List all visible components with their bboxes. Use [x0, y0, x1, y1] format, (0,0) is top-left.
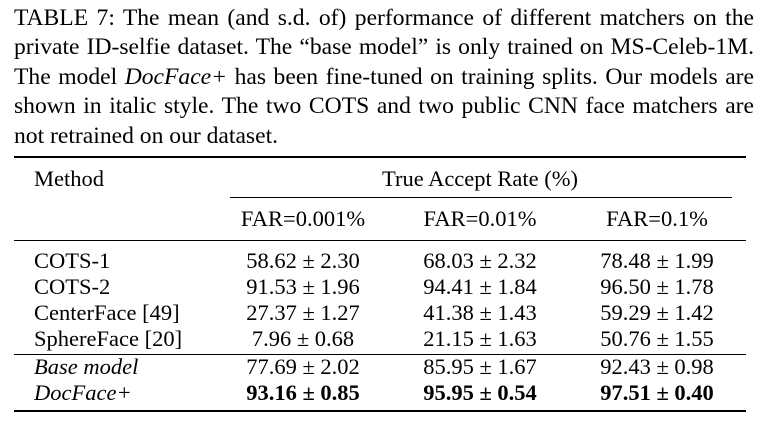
- row-method-centerface: CenterFace [49]: [34, 300, 180, 325]
- header-far-2: FAR=0.01%: [423, 206, 537, 231]
- table-caption: TABLE 7: The mean (and s.d. of) performa…: [14, 4, 754, 151]
- header-group-rule: [230, 197, 732, 198]
- row-cots-1-value-3: 78.48 ± 1.99: [600, 248, 714, 273]
- row-method-docface-plus: DocFace+: [34, 380, 132, 405]
- header-group: True Accept Rate (%): [382, 166, 578, 191]
- header-bottom-rule: [14, 240, 746, 241]
- row-cots-2-value-3: 96.50 ± 1.78: [600, 274, 714, 299]
- row-centerface-value-3: 59.29 ± 1.42: [600, 300, 714, 325]
- row-centerface-value-1: 27.37 ± 1.27: [246, 300, 360, 325]
- row-sphereface-value-2: 21.15 ± 1.63: [423, 326, 537, 351]
- caption-model-name: DocFace+: [124, 63, 228, 90]
- caption-suffix: has been fine-tuned on training splits. …: [14, 63, 754, 149]
- row-method-base-model: Base model: [34, 354, 139, 379]
- table-top-rule: [14, 156, 746, 158]
- row-sphereface-value-3: 50.76 ± 1.55: [600, 326, 714, 351]
- caption-prefix: TABLE 7: The mean (and s.d. of) performa…: [14, 5, 754, 90]
- row-docface-plus-value-2: 95.95 ± 0.54: [423, 380, 537, 405]
- table-bottom-rule: [14, 410, 746, 412]
- row-docface-plus-value-3: 97.51 ± 0.40: [600, 380, 714, 405]
- row-method-sphereface: SphereFace [20]: [34, 326, 183, 351]
- models-separator-rule: [14, 354, 746, 355]
- row-base-model-value-1: 77.69 ± 2.02: [246, 354, 360, 379]
- row-method-cots-2: COTS-2: [34, 274, 111, 299]
- row-cots-2-value-2: 94.41 ± 1.84: [423, 274, 537, 299]
- row-method-cots-1: COTS-1: [34, 248, 111, 273]
- row-base-model-value-3: 92.43 ± 0.98: [600, 354, 714, 379]
- row-base-model-value-2: 85.95 ± 1.67: [423, 354, 537, 379]
- header-far-3: FAR=0.1%: [606, 206, 708, 231]
- row-cots-1-value-1: 58.62 ± 2.30: [246, 248, 360, 273]
- row-centerface-value-2: 41.38 ± 1.43: [423, 300, 537, 325]
- row-docface-plus-value-1: 93.16 ± 0.85: [246, 380, 360, 405]
- row-cots-2-value-1: 91.53 ± 1.96: [246, 274, 360, 299]
- row-cots-1-value-2: 68.03 ± 2.32: [423, 248, 537, 273]
- header-far-1: FAR=0.001%: [240, 206, 366, 231]
- header-method: Method: [34, 166, 104, 191]
- row-sphereface-value-1: 7.96 ± 0.68: [251, 326, 355, 351]
